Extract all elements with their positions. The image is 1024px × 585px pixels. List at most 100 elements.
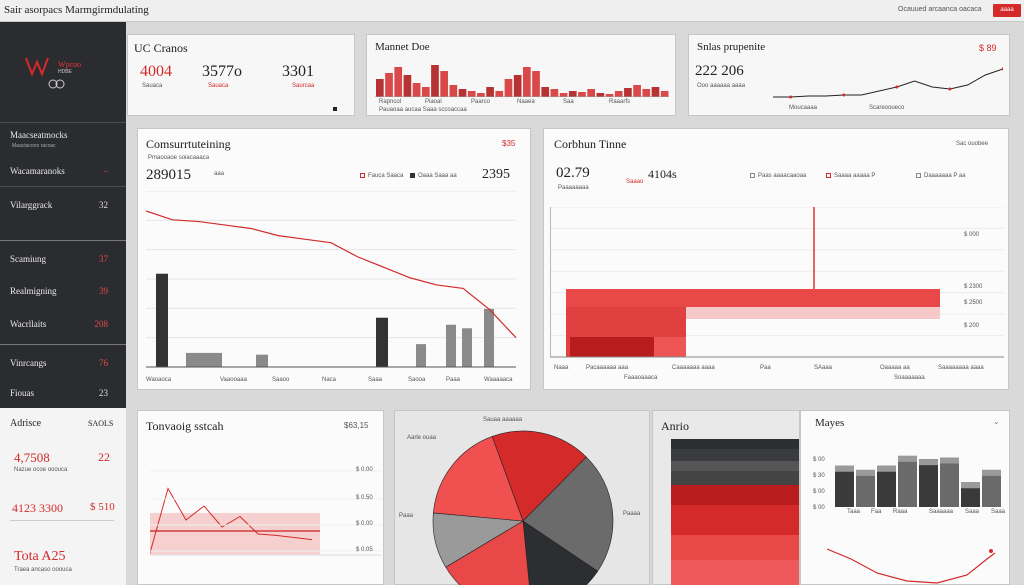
main-bar xyxy=(484,308,494,367)
main-axis-label: Vaaooaaa xyxy=(220,377,247,383)
pie-label-right: Paaaa xyxy=(623,511,641,517)
anrio-title: Anrio xyxy=(661,419,689,433)
pie-slice xyxy=(522,456,614,572)
time-tick: $ 000 xyxy=(964,232,980,238)
pie-slice xyxy=(433,436,524,522)
sidebar: Wpcoo HDBE Maacseatmocks Maactacooo raco… xyxy=(0,22,126,585)
market-bar xyxy=(550,89,559,97)
mayes-bar-cap xyxy=(835,465,854,472)
market-bar xyxy=(541,87,550,97)
market-bar xyxy=(568,91,577,97)
market-bar xyxy=(513,75,522,97)
time-tick: $ 2500 xyxy=(964,300,983,306)
market-bar xyxy=(431,65,439,97)
sparkline-point xyxy=(789,95,793,99)
pie-label-left: Paaa xyxy=(399,513,414,519)
mayes-tick: $ 00 xyxy=(813,489,825,495)
market-bar xyxy=(421,87,430,97)
mayes-bar xyxy=(919,459,938,507)
market-card: Mannet Doe Pauaoaa aucaa Saaa sccoaccaa … xyxy=(366,34,676,116)
trend-chart xyxy=(150,470,382,556)
time-axis-label: Naaa xyxy=(554,365,569,371)
mayes-bar-cap xyxy=(856,469,875,476)
market-axis-label: Saa xyxy=(563,99,574,105)
time-chart-subtitle: Paaaaaaaa xyxy=(558,185,589,191)
sparkline-point xyxy=(948,87,952,91)
market-bar xyxy=(504,79,513,97)
right-kpi-sparkline xyxy=(773,67,1003,99)
market-bar xyxy=(605,94,614,97)
mayes-tick: $ 30 xyxy=(813,473,825,479)
pie-card: Sauaa aaaaaa Aarle ouaa Paaa Paaaa xyxy=(394,410,650,585)
sparkline-point xyxy=(1001,67,1003,71)
market-bar xyxy=(467,91,476,97)
right-kpi-corner: $ 89 xyxy=(979,43,997,53)
main-chart-title: Comsurrtuteining xyxy=(146,137,231,151)
main-bar xyxy=(256,354,268,367)
market-bar xyxy=(385,73,393,97)
top-link[interactable]: Ocauued arcaanca oacaca xyxy=(898,6,982,13)
trend-card: Tonvaoig sstcah $63,15 $ 0.00 $ 0.50 $ 0.0… xyxy=(137,410,384,585)
market-bar xyxy=(660,91,669,97)
main-legend-1: Fauca Saaca xyxy=(360,173,403,179)
mayes-bar-cap xyxy=(898,455,917,462)
time-legend-2: Saaaa aaaaa P xyxy=(826,173,875,179)
pie-slice xyxy=(445,520,530,585)
anrio-band xyxy=(671,485,799,505)
market-bar xyxy=(449,85,458,97)
summary-title: Adrisce xyxy=(10,418,42,429)
right-kpi-card: Snlas prupenite $ 89 222 206 Ooo aaaaaa … xyxy=(688,34,1010,116)
sidebar-dash: – xyxy=(103,166,109,176)
trend-line-1 xyxy=(150,487,313,554)
right-kpi-value: 222 206 xyxy=(695,63,744,79)
market-chart xyxy=(375,65,669,97)
time-chart-card: Corbhun Tinne Sac ouobee 02.79 Paaaaaaaa… xyxy=(543,128,1009,390)
mayes-bar xyxy=(877,465,896,507)
time-axis-label: Pacaaaaaa aaa xyxy=(586,365,629,371)
kpi-stat-3: 3301 xyxy=(282,63,314,80)
time-chart-value-2: 4104s xyxy=(648,167,677,181)
mayes-bar-cap xyxy=(982,469,1001,476)
time-chart-title: Corbhun Tinne xyxy=(554,137,627,151)
main-line xyxy=(146,210,517,339)
time-legend-3: Daaaaaaa P aa xyxy=(916,173,966,179)
main-chart-plot xyxy=(146,191,517,368)
right-kpi-caption: Ooo aaaaaa aaaa xyxy=(697,83,746,89)
anrio-band xyxy=(671,560,799,585)
chevron-down-icon[interactable]: ⌄ xyxy=(993,417,1000,426)
mayes-tick: $ 00 xyxy=(813,457,825,463)
market-bar xyxy=(578,92,586,97)
market-footer: Pauaoaa aucaa Saaa sccoaccaa xyxy=(379,107,467,113)
mayes-axis-label: Saaaaaa xyxy=(929,509,954,515)
summary-title-value: SAOLS xyxy=(88,419,114,428)
summary-stat-2: 4123 3300 xyxy=(12,501,63,515)
summary-stat-3: Tota A25 xyxy=(14,549,66,564)
time-axis-label: Caaaaaaa aaaa xyxy=(672,365,715,371)
summary-stat-1b: 22 xyxy=(98,450,110,464)
mayes-bar xyxy=(940,457,959,507)
top-button[interactable]: aaaa xyxy=(993,4,1021,17)
mayes-axis-label: Faa xyxy=(871,509,882,515)
main-axis-label: Naca xyxy=(322,377,337,383)
anrio-band xyxy=(671,535,799,560)
trend-tick: $ 0.05 xyxy=(356,547,373,553)
market-bar xyxy=(523,67,531,97)
main-axis-label: Waaaaaca xyxy=(484,377,513,383)
mayes-axis-label: Taaa xyxy=(847,509,861,515)
market-bar xyxy=(403,75,412,97)
mayes-line xyxy=(827,548,996,584)
anrio-band xyxy=(671,449,799,461)
pie-legend: Aarle ouaa xyxy=(407,435,437,441)
mayes-line-point xyxy=(989,549,993,553)
main-chart-subtitle: Pmaooaoe soiacaaaca xyxy=(148,155,210,161)
pie-slice xyxy=(491,430,587,522)
main-bar xyxy=(156,273,168,367)
main-chart-corner: $35 xyxy=(502,139,516,148)
main-legend-2: Oaaa Saaa aa xyxy=(410,173,457,179)
mayes-axis-label: Raaa xyxy=(893,509,908,515)
pie-slice xyxy=(522,520,599,585)
time-axis-label: Faaaoaaaca xyxy=(624,375,658,381)
trend-corner: $63,15 xyxy=(344,421,369,430)
mayes-bar xyxy=(835,465,854,507)
time-bar-2 xyxy=(570,337,670,357)
